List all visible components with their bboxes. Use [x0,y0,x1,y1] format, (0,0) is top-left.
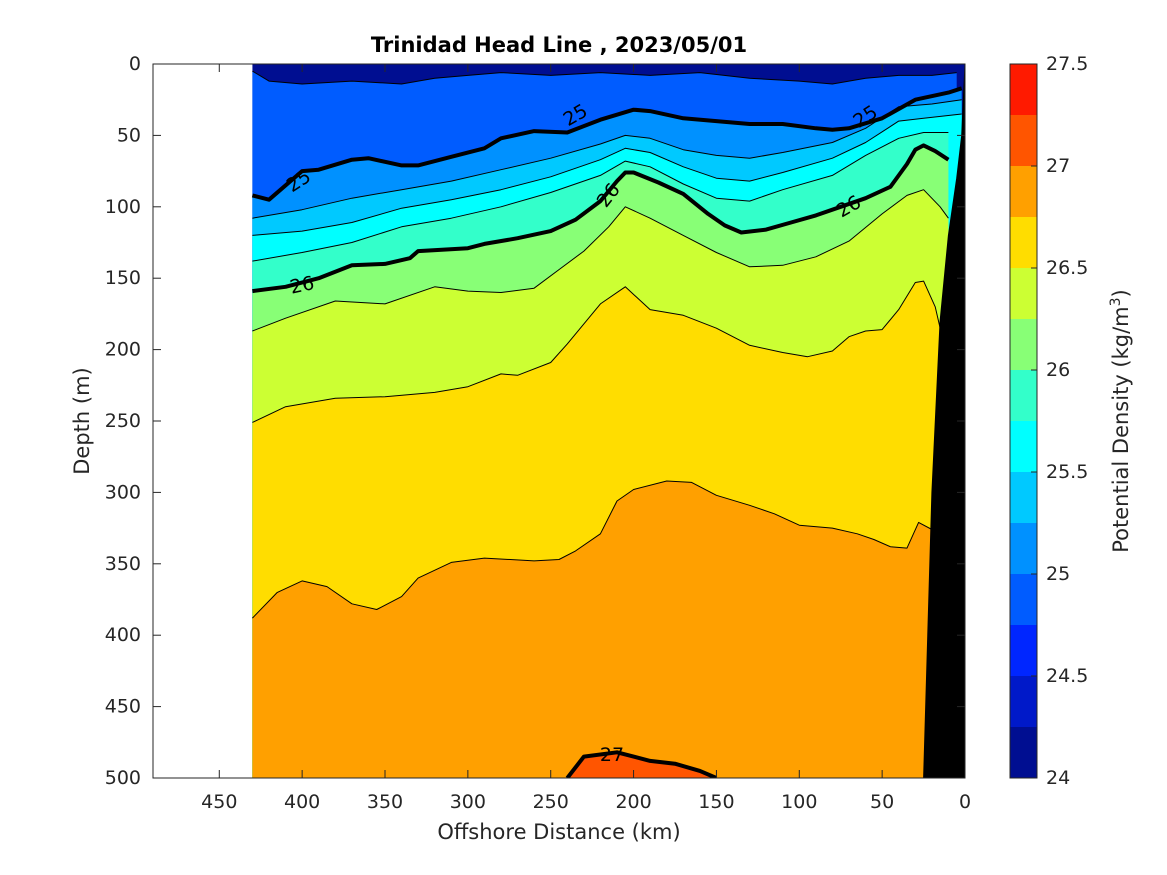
isopycnal-line-25-25 [252,99,962,219]
colorbar [1010,64,1037,778]
isopycnal-line-25 [251,86,963,202]
x-axis-ticks: 450 400 350 300 250 200 150 100 50 0 [201,64,971,813]
isopycnal-lines [251,70,963,778]
colorbar-swatch [1010,217,1037,268]
x-tick-label: 300 [450,791,486,813]
colorbar-swatch [1010,676,1037,727]
colorbar-tick-label: 24 [1046,767,1070,789]
y-axis-ticks: 0 50 100 150 200 250 300 350 400 450 500 [105,53,965,789]
isopycnal-line-25-75 [252,132,949,262]
colorbar-swatch [1010,370,1037,421]
colorbar-tick-label: 27 [1046,155,1070,177]
colorbar-swatch [1010,523,1037,574]
y-tick-label: 50 [117,124,141,146]
colorbar-swatch [1010,574,1037,625]
x-axis-title: Offshore Distance (km) [437,820,680,844]
density-fill-27 [567,752,717,778]
contour-label-27: 27 [600,744,624,766]
colorbar-tick-label: 25 [1046,563,1070,585]
y-tick-label: 300 [105,481,141,503]
seafloor-topography [923,64,965,778]
y-axis-title: Depth (m) [70,367,94,474]
y-tick-label: 100 [105,196,141,218]
x-tick-label: 100 [781,791,817,813]
colorbar-title-main: Potential Density (kg/m [1109,306,1133,552]
y-tick-label: 200 [105,339,141,361]
colorbar-title-suffix: ) [1109,289,1133,297]
x-tick-label: 150 [698,791,734,813]
y-tick-label: 400 [105,624,141,646]
y-tick-label: 500 [105,767,141,789]
density-fill-26-75 [252,481,952,778]
colorbar-ticks: 24 24.5 25 25.5 26 26.5 27 27.5 [1031,53,1088,789]
isopycnal-line-26-75 [252,480,953,619]
density-fill-layers [252,64,965,778]
isopycnal-line-27 [565,750,718,778]
y-tick-label: 150 [105,267,141,289]
x-tick-label: 250 [533,791,569,813]
x-tick-label: 450 [201,791,237,813]
colorbar-title-superscript: 3 [1108,297,1124,306]
contour-label-26: 26 [288,272,316,299]
x-tick-label: 200 [615,791,651,813]
isopycnal-line-26-5 [252,280,946,423]
colorbar-title: Potential Density (kg/m3) [1108,289,1133,553]
x-tick-label: 50 [870,791,894,813]
x-tick-label: 350 [367,791,403,813]
colorbar-swatch [1010,625,1037,676]
colorbar-swatch [1010,166,1037,217]
colorbar-swatch [1010,115,1037,166]
colorbar-tick-label: 24.5 [1046,665,1088,687]
isopycnal-line-25-5 [252,113,962,236]
y-tick-label: 0 [129,53,141,75]
colorbar-swatch [1010,64,1037,115]
isopycnal-line-24-75 [252,70,957,85]
colorbar-swatch [1010,268,1037,319]
colorbar-swatch [1010,472,1037,523]
seafloor-fill [923,64,965,778]
colorbar-swatch [1010,421,1037,472]
colorbar-swatch [1010,727,1037,778]
x-tick-label: 400 [284,791,320,813]
chart-title: Trinidad Head Line , 2023/05/01 [371,33,747,57]
colorbar-tick-label: 27.5 [1046,53,1088,75]
x-tick-label: 0 [959,791,971,813]
y-tick-label: 350 [105,553,141,575]
isopycnal-line-26 [252,143,950,294]
colorbar-swatch [1010,319,1037,370]
colorbar-tick-label: 26.5 [1046,257,1088,279]
y-tick-label: 250 [105,410,141,432]
y-tick-label: 450 [105,696,141,718]
colorbar-tick-label: 26 [1046,359,1070,381]
colorbar-frame [1009,63,1038,779]
isopycnal-line-26-25 [252,189,949,332]
colorbar-tick-label: 25.5 [1046,461,1088,483]
